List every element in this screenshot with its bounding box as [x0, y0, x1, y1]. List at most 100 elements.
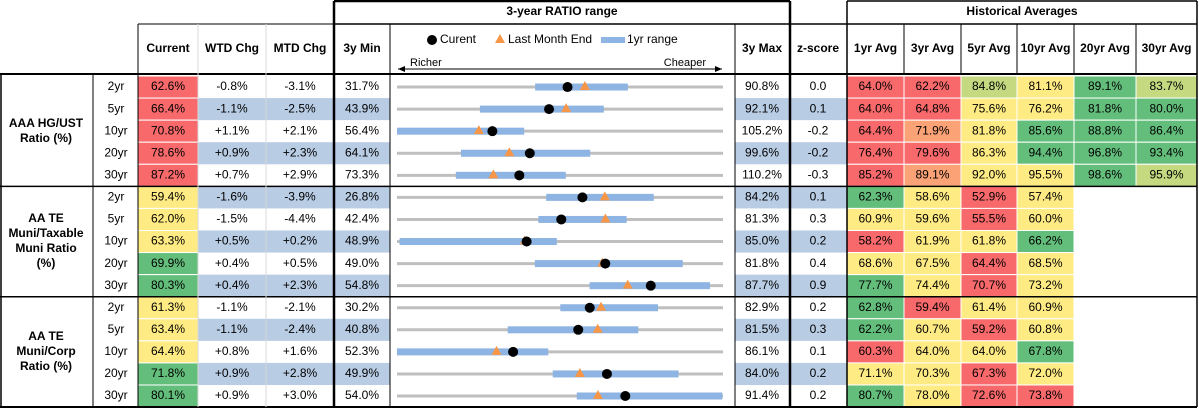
- hist-avg: 62.2%: [915, 79, 949, 93]
- max-3y: 84.2%: [745, 190, 779, 204]
- hist-avg: 73.2%: [1028, 278, 1062, 292]
- current: 80.3%: [151, 278, 185, 292]
- current: 66.4%: [151, 101, 185, 115]
- group-label: Ratio (%): [20, 131, 72, 145]
- mtd-chg: +3.0%: [283, 388, 318, 402]
- hist-avg: 67.8%: [1028, 344, 1062, 358]
- row-band: [198, 274, 390, 297]
- min-3y: 49.0%: [345, 256, 379, 270]
- z-score: -0.3: [808, 167, 829, 181]
- mtd-chg: +2.8%: [283, 366, 318, 380]
- z-score: 0.2: [810, 366, 827, 380]
- current: 70.8%: [151, 123, 185, 137]
- current: 62.0%: [151, 212, 185, 226]
- current: 62.6%: [151, 79, 185, 93]
- wtd-chg: -1.5%: [216, 212, 248, 226]
- hist-avg: 92.0%: [972, 167, 1006, 181]
- mtd-chg: +1.6%: [283, 344, 318, 358]
- legend-range: [601, 37, 625, 43]
- tenor: 10yr: [104, 344, 127, 358]
- hist-avg: 52.9%: [972, 190, 1006, 204]
- current-marker: [601, 368, 612, 379]
- col-header: 5yr Avg: [967, 41, 1010, 55]
- z-score: -0.2: [808, 123, 829, 137]
- tenor: 20yr: [104, 256, 127, 270]
- col-header: 10yr Avg: [1021, 41, 1071, 55]
- current-marker: [577, 192, 588, 203]
- tenor: 2yr: [108, 190, 125, 204]
- z-score: 0.1: [810, 344, 827, 358]
- row-band: [198, 362, 390, 385]
- z-score: 0.2: [810, 300, 827, 314]
- hist-avg: 70.7%: [972, 278, 1006, 292]
- hist-avg: 75.6%: [972, 101, 1006, 115]
- current-marker: [562, 82, 573, 93]
- legend-label: Curent: [440, 32, 477, 46]
- hist-avg: 84.8%: [972, 79, 1006, 93]
- hist-avg: 60.3%: [858, 344, 892, 358]
- wtd-chg: +0.9%: [215, 366, 250, 380]
- min-3y: 73.3%: [345, 167, 379, 181]
- current-marker: [508, 346, 519, 357]
- hist-avg: 72.6%: [972, 388, 1006, 402]
- wtd-chg: +0.9%: [215, 145, 250, 159]
- wtd-chg: -1.1%: [216, 322, 248, 336]
- min-3y: 42.4%: [345, 212, 379, 226]
- group-label: AA TE: [28, 329, 64, 343]
- wtd-chg: -1.6%: [216, 190, 248, 204]
- current: 63.4%: [151, 322, 185, 336]
- col-header: z-score: [797, 41, 839, 55]
- current: 63.3%: [151, 234, 185, 248]
- mtd-chg: +0.5%: [283, 256, 318, 270]
- tenor: 2yr: [108, 79, 125, 93]
- hist-avg: 71.1%: [858, 366, 892, 380]
- hist-avg: 95.5%: [1028, 167, 1062, 181]
- hist-avg: 76.4%: [858, 145, 892, 159]
- hist-avg: 58.2%: [858, 234, 892, 248]
- last-month-end: [473, 125, 484, 135]
- z-score: 0.0: [810, 79, 827, 93]
- mtd-chg: -4.4%: [284, 212, 316, 226]
- one-year-range: [397, 127, 525, 135]
- legend-label: Last Month End: [508, 32, 592, 46]
- group-label: Muni/Taxable: [8, 226, 83, 240]
- col-header: Current: [146, 41, 189, 55]
- current: 69.9%: [151, 256, 185, 270]
- hist-avg: 60.7%: [915, 322, 949, 336]
- hist-avg: 64.4%: [858, 123, 892, 137]
- hist-avg: 81.8%: [972, 123, 1006, 137]
- last-month-end: [574, 367, 585, 377]
- hist-avg: 61.8%: [972, 234, 1006, 248]
- group-label: (%): [37, 256, 56, 270]
- hist-avg: 68.6%: [858, 256, 892, 270]
- row-band: [198, 230, 390, 253]
- tenor: 30yr: [104, 278, 127, 292]
- tenor: 2yr: [108, 300, 125, 314]
- hist-avg: 98.6%: [1088, 167, 1122, 181]
- hist-avg: 64.0%: [858, 101, 892, 115]
- hist-avg: 74.4%: [915, 278, 949, 292]
- current-marker: [556, 214, 567, 225]
- group-label: AA TE: [28, 211, 64, 225]
- hist-avg: 94.4%: [1028, 145, 1062, 159]
- z-score: 0.1: [810, 101, 827, 115]
- mtd-chg: +2.3%: [283, 145, 318, 159]
- max-3y: 105.2%: [742, 123, 783, 137]
- max-3y: 85.0%: [745, 234, 779, 248]
- hist-avg: 59.2%: [972, 322, 1006, 336]
- mtd-chg: +0.2%: [283, 234, 318, 248]
- max-3y: 81.3%: [745, 212, 779, 226]
- max-3y: 81.8%: [745, 256, 779, 270]
- z-score: 0.1: [810, 190, 827, 204]
- current-marker: [514, 170, 525, 181]
- one-year-range: [479, 105, 604, 113]
- current: 71.8%: [151, 366, 185, 380]
- one-year-range: [396, 348, 549, 356]
- current-marker: [600, 258, 611, 269]
- hist-avg: 79.6%: [915, 145, 949, 159]
- tenor: 30yr: [104, 167, 127, 181]
- one-year-range: [538, 215, 627, 223]
- hist-avg: 64.0%: [915, 344, 949, 358]
- tenor: 10yr: [104, 234, 127, 248]
